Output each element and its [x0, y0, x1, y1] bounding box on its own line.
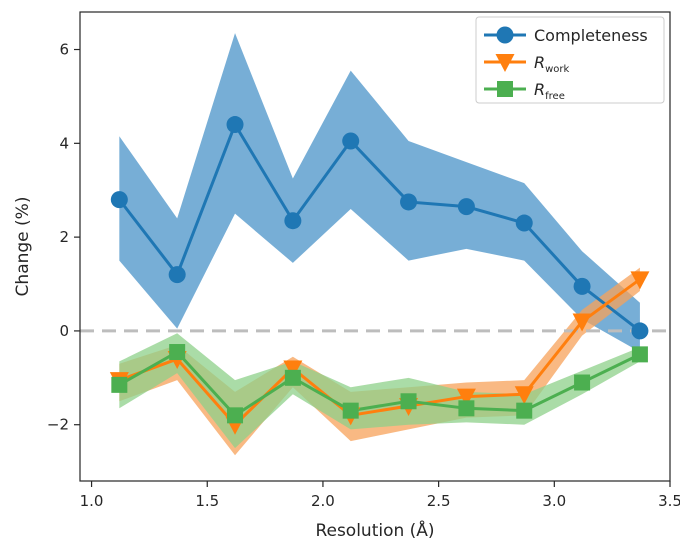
point-rfree	[227, 407, 244, 424]
point-completeness	[342, 132, 360, 150]
point-completeness	[631, 322, 649, 340]
point-completeness	[226, 116, 244, 134]
band-rfree	[119, 333, 640, 449]
legend-box	[475, 16, 665, 104]
x-tick-label: 3.5	[658, 492, 680, 510]
point-completeness	[573, 277, 591, 295]
legend-marker	[496, 26, 514, 44]
y-tick-label: 4	[59, 134, 69, 152]
legend-label: Completeness	[534, 26, 648, 45]
point-completeness	[284, 212, 302, 230]
x-axis-ticks: 1.0 1.5 2.0 2.5 3.0 3.5	[80, 481, 680, 510]
point-completeness	[110, 191, 128, 209]
y-tick-label: 6	[59, 41, 69, 59]
point-rfree	[458, 400, 475, 417]
y-axis-ticks: −2 0 2 4 6	[47, 41, 80, 434]
x-tick-label: 1.5	[195, 492, 219, 510]
point-rwork	[630, 271, 650, 290]
point-rfree	[574, 374, 591, 391]
point-rfree	[400, 393, 417, 410]
legend-label: Rfree	[534, 80, 565, 102]
legend: Completeness Rwork Rfree	[475, 16, 665, 104]
y-tick-label: −2	[47, 416, 69, 434]
point-rfree	[631, 346, 648, 363]
point-rfree	[284, 369, 301, 386]
confidence-bands	[119, 33, 640, 456]
band-completeness	[119, 33, 640, 353]
point-rfree	[342, 402, 359, 419]
x-tick-label: 1.0	[80, 492, 104, 510]
point-completeness	[168, 266, 186, 284]
point-rfree	[169, 344, 186, 361]
series-lines	[118, 121, 641, 427]
x-axis-label: Resolution (Å)	[315, 519, 434, 541]
x-tick-label: 2.0	[311, 492, 335, 510]
plot-frame	[79, 11, 671, 482]
point-rfree	[111, 376, 128, 393]
line-rfree	[118, 350, 641, 418]
point-rfree	[516, 402, 533, 419]
point-rwork	[456, 388, 476, 407]
x-tick-label: 3.0	[542, 492, 566, 510]
y-tick-label: 2	[59, 228, 69, 246]
point-rwork	[283, 360, 303, 379]
y-axis-label: Change (%)	[13, 197, 33, 297]
legend-marker	[497, 81, 513, 97]
legend-marker	[495, 54, 515, 72]
point-completeness	[515, 214, 533, 232]
point-rwork	[514, 386, 534, 405]
line-rwork	[118, 278, 641, 427]
legend-label: Rwork	[534, 53, 570, 75]
line-completeness	[118, 121, 641, 333]
point-rwork	[572, 313, 592, 332]
x-tick-label: 2.5	[427, 492, 451, 510]
point-completeness	[400, 193, 418, 211]
series-markers	[109, 116, 650, 435]
y-tick-label: 0	[59, 322, 69, 340]
point-completeness	[457, 198, 475, 216]
